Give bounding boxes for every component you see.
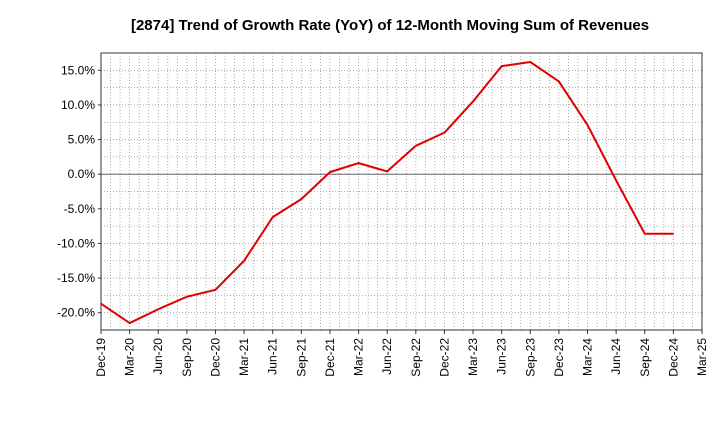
data-point — [386, 170, 388, 173]
y-tick-label: 0.0% — [68, 167, 96, 181]
y-tick-label: -20.0% — [57, 306, 95, 320]
x-tick-label: Mar-22 — [352, 338, 366, 376]
data-point — [128, 322, 131, 324]
data-point — [186, 295, 188, 298]
x-tick-label: Sep-21 — [294, 338, 308, 377]
x-tick-label: Sep-20 — [180, 338, 194, 377]
data-point — [415, 144, 417, 147]
y-tick-label: 10.0% — [61, 98, 95, 112]
y-tick-label: 5.0% — [68, 133, 96, 147]
data-point — [100, 302, 102, 305]
data-point — [586, 124, 589, 126]
data-point — [643, 232, 646, 235]
data-point — [500, 65, 503, 67]
x-tick-label: Mar-21 — [237, 338, 251, 376]
x-tick-label: Dec-24 — [666, 338, 680, 377]
data-point — [529, 61, 532, 63]
y-tick-label: -5.0% — [64, 202, 96, 216]
data-point — [243, 259, 245, 262]
x-tick-label: Jun-21 — [266, 338, 280, 375]
x-tick-label: Dec-22 — [437, 338, 451, 377]
data-point — [615, 179, 617, 182]
data-point — [357, 162, 360, 164]
plot-area-frame — [100, 52, 703, 331]
data-point — [672, 232, 675, 235]
data-point — [443, 131, 446, 134]
x-tick-label: Mar-25 — [695, 338, 709, 376]
x-tick-label: Mar-24 — [581, 338, 595, 376]
x-tick-label: Jun-24 — [609, 338, 623, 375]
x-tick-label: Sep-24 — [638, 338, 652, 377]
x-tick-label: Mar-20 — [123, 338, 137, 376]
x-axis-tick-labels: Dec-19 Mar-20 Jun-20 Sep-20 Dec-20 Mar-21 Jun-… — [94, 330, 709, 377]
data-point — [558, 80, 560, 83]
x-tick-label: Dec-23 — [552, 338, 566, 377]
x-tick-label: Jun-23 — [495, 338, 509, 375]
x-tick-label: Dec-21 — [323, 338, 337, 377]
y-tick-label: 15.0% — [61, 63, 95, 77]
x-tick-label: Sep-22 — [409, 338, 423, 377]
y-tick-label: -10.0% — [57, 236, 95, 250]
y-axis-tick-labels: 15.0% 10.0% 5.0% 0.0% -5.0% -10.0% -15.0% -20.0… — [57, 63, 101, 320]
y-tick-label: -15.0% — [57, 271, 95, 285]
grid-lines — [101, 53, 702, 330]
chart-title: [2874] Trend of Growth Rate (YoY) of 12-… — [131, 17, 649, 34]
x-tick-label: Dec-19 — [94, 338, 108, 377]
data-point — [214, 289, 217, 291]
data-point — [271, 216, 274, 218]
x-tick-label: Dec-20 — [208, 338, 222, 377]
x-tick-label: Mar-23 — [466, 338, 480, 376]
series-layer — [100, 61, 675, 325]
x-tick-label: Sep-23 — [523, 338, 537, 377]
data-point — [329, 171, 331, 173]
data-point — [157, 308, 160, 311]
x-tick-label: Jun-22 — [380, 338, 394, 375]
x-tick-label: Jun-20 — [151, 338, 165, 375]
data-point — [472, 100, 474, 103]
data-point — [300, 198, 303, 200]
